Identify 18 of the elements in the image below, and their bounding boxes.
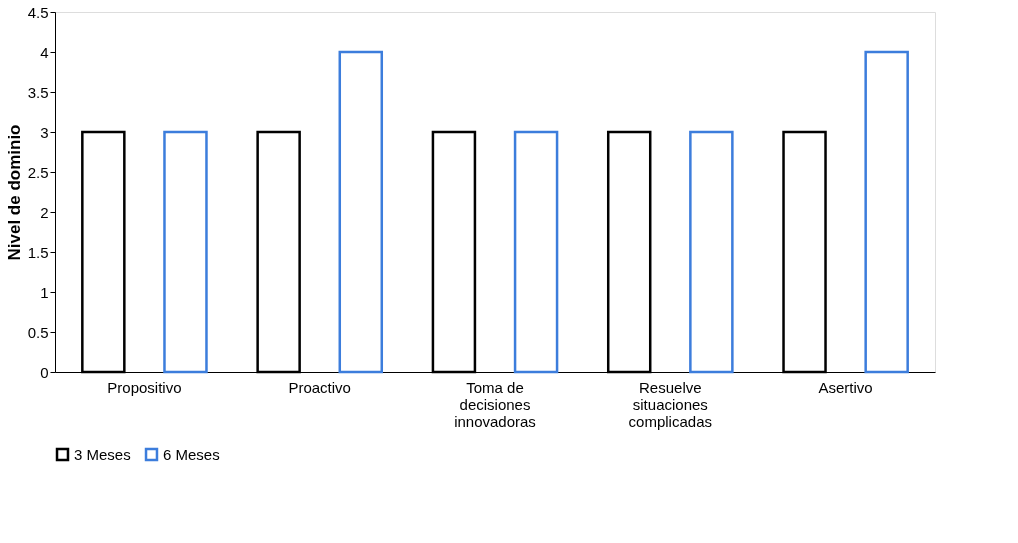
x-tick-label: Toma de decisiones innovadoras xyxy=(454,378,536,430)
y-tick-label: 3.5 xyxy=(27,83,49,101)
y-axis-title: Nivel de dominio xyxy=(4,124,24,261)
y-tick-label: 3 xyxy=(40,123,49,141)
x-tick-label: Propositivo xyxy=(107,378,182,396)
x-tick-label: Resuelve situaciones complicadas xyxy=(628,378,712,430)
y-tick-label: 0 xyxy=(40,363,49,381)
y-tick-label: 0.5 xyxy=(27,323,49,341)
legend-label: 3 Meses xyxy=(74,445,131,463)
legend-label: 6 Meses xyxy=(163,445,220,463)
y-tick-label: 4 xyxy=(40,43,49,61)
x-tick-label: Asertivo xyxy=(818,378,873,396)
y-tick-label: 4.5 xyxy=(27,3,49,21)
y-tick-label: 2.5 xyxy=(27,163,49,181)
y-tick-label: 2 xyxy=(40,203,49,221)
x-tick-label: Proactivo xyxy=(288,378,351,396)
y-tick-label: 1.5 xyxy=(27,243,49,261)
y-tick-label: 1 xyxy=(40,283,49,301)
